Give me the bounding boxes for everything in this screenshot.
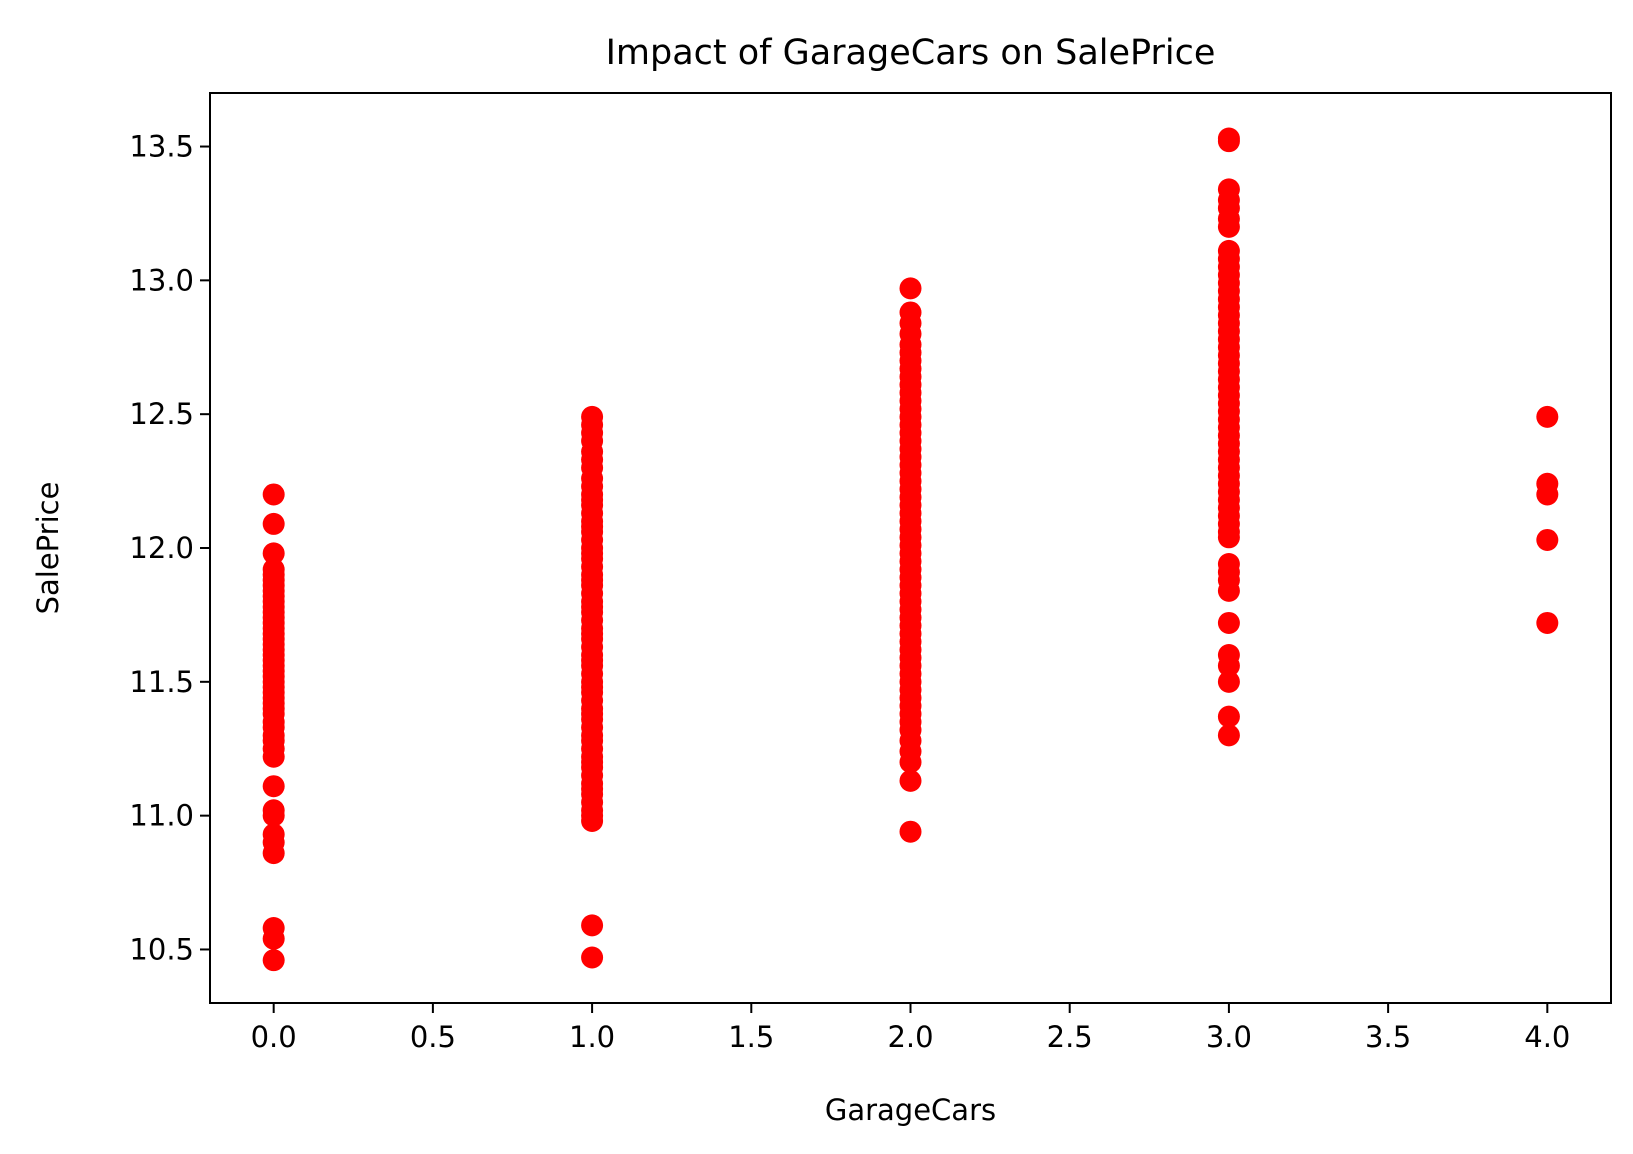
data-point	[581, 946, 604, 969]
x-tick-label: 1.5	[728, 1020, 774, 1054]
data-point	[1217, 239, 1240, 262]
y-axis-label: SalePrice	[31, 482, 65, 615]
data-point	[1217, 178, 1240, 201]
data-point	[1217, 644, 1240, 667]
y-tick-label: 12.5	[129, 397, 194, 431]
data-point	[262, 799, 285, 822]
x-tick-label: 0.5	[410, 1020, 456, 1054]
chart-title: Impact of GarageCars on SalePrice	[606, 33, 1216, 73]
data-point	[581, 405, 604, 428]
data-point	[262, 483, 285, 506]
y-tick-label: 12.0	[129, 531, 194, 565]
y-axis: 10.5 11.0 11.5 12.0 12.5 13.0 13.5	[129, 130, 210, 966]
data-point	[262, 949, 285, 972]
data-point	[899, 301, 922, 324]
y-tick-label: 11.0	[129, 799, 194, 833]
data-point	[262, 917, 285, 940]
x-tick-label: 2.5	[1047, 1020, 1093, 1054]
x-tick-label: 3.5	[1365, 1020, 1411, 1054]
data-point	[1217, 670, 1240, 693]
data-point	[899, 277, 922, 300]
data-point	[1217, 553, 1240, 576]
x-axis: 0.0 0.5 1.0 1.5 2.0 2.5 3.0 3.5 4.0	[251, 1003, 1570, 1054]
data-point	[899, 820, 922, 843]
data-point	[262, 558, 285, 581]
x-tick-label: 4.0	[1524, 1020, 1570, 1054]
x-tick-label: 1.0	[569, 1020, 615, 1054]
data-point	[1536, 528, 1559, 551]
data-point	[262, 823, 285, 846]
data-point	[1536, 472, 1559, 495]
x-axis-label: GarageCars	[825, 1093, 996, 1127]
x-tick-label: 3.0	[1206, 1020, 1252, 1054]
data-point	[262, 775, 285, 798]
data-point	[1217, 127, 1240, 150]
data-point	[899, 769, 922, 792]
points-layer	[262, 127, 1559, 972]
y-tick-label: 13.5	[129, 130, 194, 164]
x-tick-label: 0.0	[251, 1020, 297, 1054]
data-point	[581, 914, 604, 937]
y-tick-label: 11.5	[129, 665, 194, 699]
y-tick-label: 13.0	[129, 263, 194, 297]
data-point	[1536, 405, 1559, 428]
data-point	[262, 512, 285, 535]
x-tick-label: 2.0	[887, 1020, 933, 1054]
data-point	[262, 542, 285, 565]
data-point	[1217, 705, 1240, 728]
data-point	[1217, 724, 1240, 747]
data-point	[1536, 611, 1559, 634]
y-tick-label: 10.5	[129, 932, 194, 966]
data-point	[1217, 611, 1240, 634]
